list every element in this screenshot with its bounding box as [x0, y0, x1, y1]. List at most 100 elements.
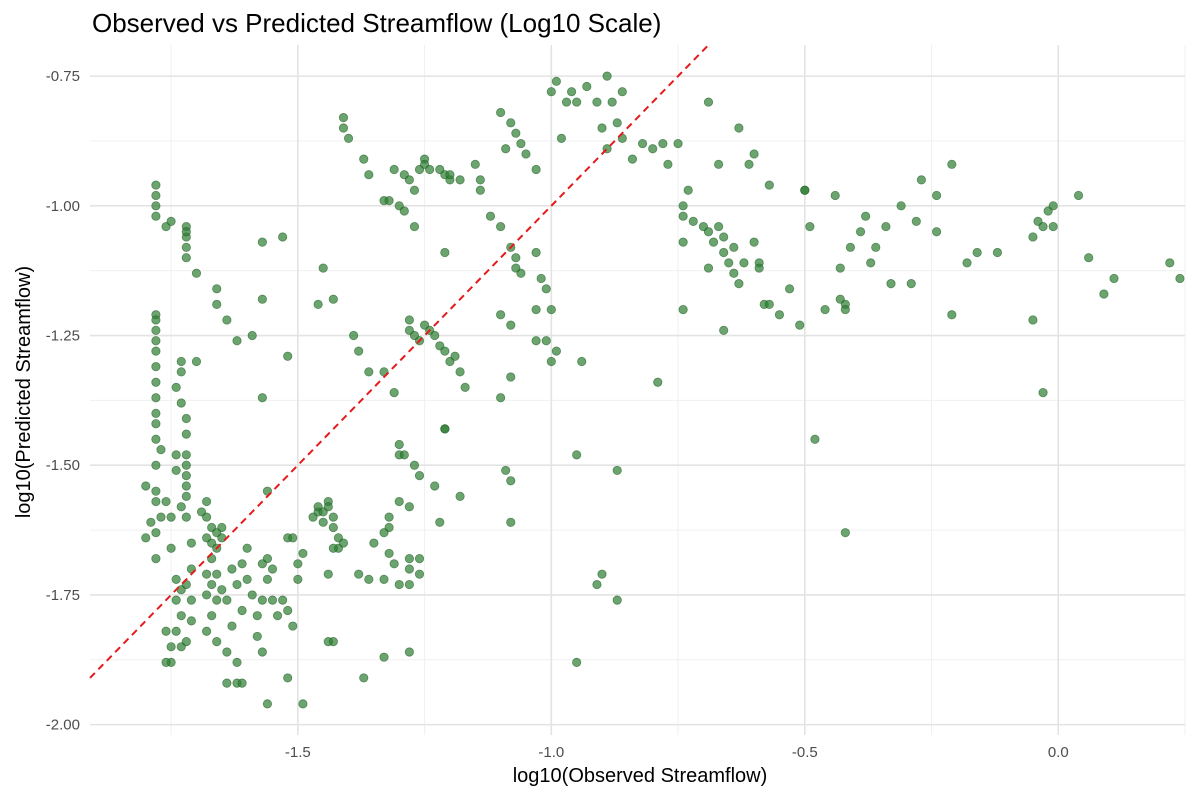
data-point [232, 336, 242, 346]
data-point [972, 247, 982, 258]
data-point [409, 185, 420, 195]
data-point [247, 330, 257, 341]
data-point [1073, 190, 1084, 201]
data-point [171, 382, 181, 393]
data-point [242, 543, 252, 553]
data-point [455, 491, 465, 501]
data-point [440, 424, 450, 434]
data-point [278, 595, 288, 605]
data-point [201, 496, 212, 507]
data-point [673, 138, 683, 149]
data-point [151, 346, 161, 356]
data-point [511, 128, 521, 138]
data-point [222, 678, 232, 688]
data-point [399, 450, 409, 460]
data-point [394, 439, 404, 450]
y-axis-ticks: -2.00 -1.75 -1.50 -1.25 -1.00 -0.75 [46, 68, 80, 733]
data-point [496, 310, 506, 320]
data-point [561, 97, 572, 107]
data-point [627, 154, 638, 164]
data-point [186, 538, 196, 548]
data-point [201, 533, 212, 543]
data-point [166, 642, 176, 652]
data-point [871, 242, 881, 252]
data-point [541, 336, 551, 346]
data-point [217, 585, 227, 595]
data-point [212, 284, 222, 294]
y-tick-label: -0.75 [46, 68, 80, 85]
data-point [506, 372, 516, 382]
data-point [176, 611, 186, 621]
data-point [820, 304, 830, 315]
data-point [861, 211, 871, 221]
data-point [612, 118, 622, 128]
data-point [328, 294, 338, 304]
data-point [430, 481, 440, 491]
data-point [1109, 273, 1119, 284]
data-point [764, 180, 774, 190]
data-point [404, 647, 414, 657]
data-point [151, 325, 161, 335]
y-tick-label: -1.00 [46, 198, 80, 215]
data-point [470, 159, 480, 169]
data-point [749, 237, 759, 247]
data-point [389, 387, 399, 398]
data-point [906, 279, 916, 289]
data-point [734, 123, 744, 133]
data-point [531, 304, 541, 315]
data-point [171, 626, 181, 636]
data-point [181, 637, 191, 647]
data-point [678, 237, 688, 247]
data-point [257, 294, 267, 304]
data-point [612, 465, 622, 476]
data-point [734, 279, 744, 289]
data-point [744, 159, 754, 169]
data-point [678, 201, 688, 211]
data-point [288, 621, 298, 631]
data-point [521, 149, 531, 159]
data-point [171, 595, 181, 605]
data-point [531, 164, 541, 175]
data-point [207, 611, 217, 621]
data-point [181, 471, 191, 481]
data-point [257, 393, 267, 403]
data-point [455, 175, 465, 185]
data-point [404, 315, 414, 325]
data-point [166, 543, 176, 553]
data-point [800, 185, 810, 195]
data-point [222, 315, 232, 325]
x-axis-label: log10(Observed Streamflow) [513, 765, 768, 787]
data-point [886, 279, 896, 289]
data-point [1099, 289, 1109, 299]
data-point [855, 227, 866, 237]
data-point [237, 678, 247, 688]
data-point [161, 657, 171, 667]
data-point [866, 258, 876, 268]
data-point [506, 320, 516, 330]
major-gridlines [90, 45, 1185, 735]
data-point [272, 611, 283, 621]
data-point [379, 574, 389, 584]
data-point [475, 175, 485, 185]
data-point [683, 185, 693, 195]
data-point [724, 258, 734, 268]
data-point [931, 227, 942, 237]
y-tick-label: -1.25 [46, 328, 80, 345]
data-point [283, 605, 293, 616]
data-point [379, 652, 389, 662]
data-point [830, 190, 840, 201]
data-point [364, 574, 374, 584]
data-point [176, 398, 186, 408]
data-point [501, 144, 511, 154]
data-point [653, 377, 663, 387]
data-point [1175, 273, 1185, 284]
data-point [181, 253, 191, 263]
data-point [176, 502, 186, 512]
data-point [399, 206, 409, 216]
data-point [404, 564, 414, 574]
data-point [354, 569, 364, 579]
data-point [404, 554, 414, 564]
data-point [323, 569, 333, 579]
data-point [962, 258, 972, 268]
